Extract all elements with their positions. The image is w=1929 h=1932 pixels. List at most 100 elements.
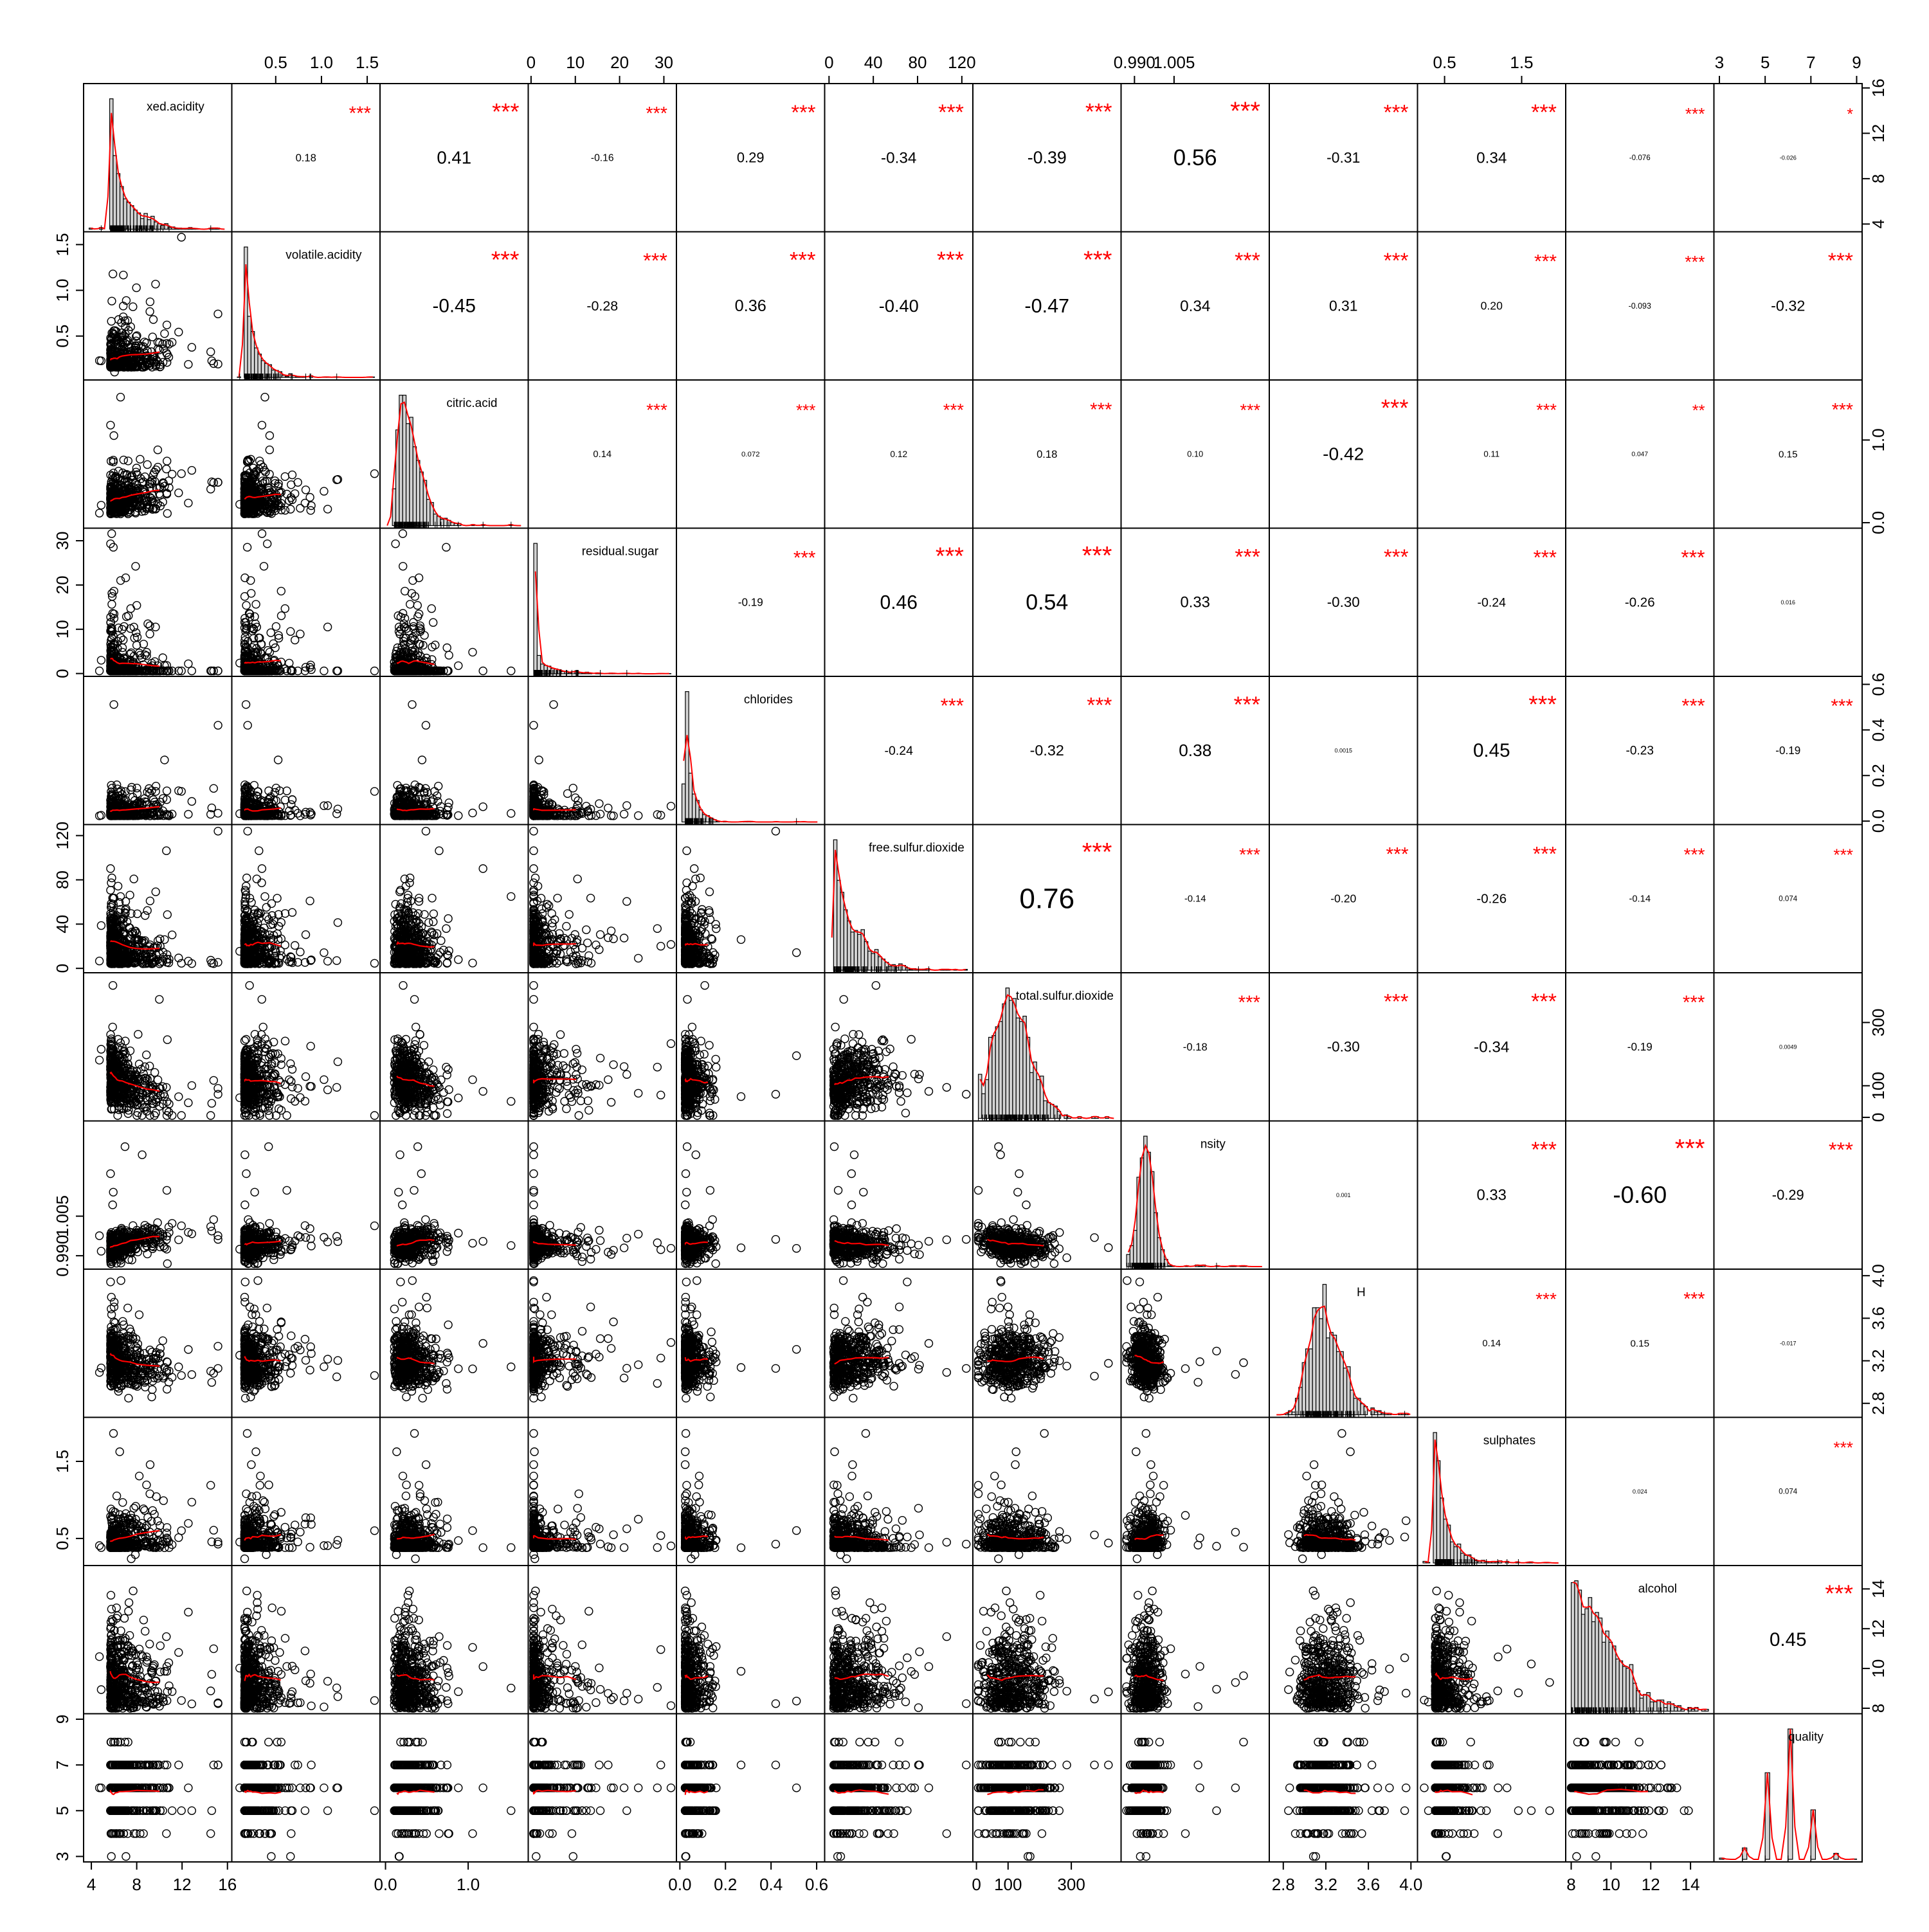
significance-stars: *** bbox=[936, 543, 964, 570]
panel-residual.sugar-citric.acid bbox=[380, 528, 529, 677]
panel-citric.acid-fixed.acidity bbox=[84, 380, 232, 528]
histogram-bar bbox=[116, 174, 120, 230]
significance-stars: *** bbox=[646, 104, 667, 124]
panel-fixed.acidity-residual.sugar: -0.16 *** bbox=[529, 84, 677, 232]
correlation-value: -0.24 bbox=[1478, 595, 1507, 609]
correlation-value: -0.28 bbox=[586, 298, 618, 314]
significance-stars: *** bbox=[1090, 399, 1112, 420]
panel-residual.sugar-density: 0.33 *** bbox=[1121, 528, 1270, 677]
significance-stars: *** bbox=[1384, 101, 1409, 125]
significance-stars: *** bbox=[790, 248, 816, 273]
correlation-value: -0.42 bbox=[1323, 444, 1364, 464]
panel-volatile.acidity-fixed.acidity bbox=[84, 232, 232, 381]
histogram-bar bbox=[406, 424, 410, 526]
panel-fixed.acidity-density: 0.56*** bbox=[1121, 84, 1270, 232]
significance-stars: *** bbox=[1536, 400, 1557, 420]
panel-volatile.acidity-citric.acid: -0.45*** bbox=[380, 232, 529, 381]
panel-fixed.acidity-pH: -0.31 *** bbox=[1269, 84, 1418, 232]
significance-stars: *** bbox=[1685, 104, 1705, 123]
panel-citric.acid-pH: -0.42*** bbox=[1269, 380, 1418, 528]
histogram-bar bbox=[413, 447, 416, 526]
significance-stars: *** bbox=[1085, 99, 1112, 125]
significance-stars: *** bbox=[791, 100, 815, 124]
panel-volatile.acidity-sulphates: 0.20 *** bbox=[1418, 232, 1566, 381]
correlation-value: -0.31 bbox=[1327, 149, 1360, 166]
correlation-value: 0.29 bbox=[737, 150, 765, 166]
panel-fixed.acidity-free.sulfur.dioxide: -0.34*** bbox=[825, 84, 974, 232]
panel-citric.acid-alcohol: 0.047** bbox=[1566, 380, 1714, 528]
correlation-value: -0.40 bbox=[879, 296, 919, 316]
correlation-value: 0.10 bbox=[1187, 449, 1203, 459]
significance-stars: *** bbox=[643, 249, 667, 273]
significance-stars: *** bbox=[1534, 546, 1557, 569]
variable-label: volatile.acidity bbox=[285, 249, 362, 262]
correlation-value: 0.54 bbox=[1026, 590, 1068, 615]
panel-fixed.acidity-chlorides: 0.29 *** bbox=[676, 84, 825, 232]
panel-residual.sugar-free.sulfur.dioxide: 0.46 *** bbox=[825, 528, 974, 677]
panel-volatile.acidity-alcohol: -0.093*** bbox=[1566, 232, 1714, 381]
panel-volatile.acidity-residual.sugar: -0.28 *** bbox=[529, 232, 677, 381]
panel-volatile.acidity-density: 0.34*** bbox=[1121, 232, 1270, 381]
correlation-value: -0.26 bbox=[1625, 595, 1655, 610]
panel-frame bbox=[84, 528, 232, 677]
significance-stars: *** bbox=[943, 400, 964, 420]
correlation-value: 0.31 bbox=[1329, 297, 1358, 314]
histogram-bar bbox=[568, 673, 571, 674]
panel-fixed.acidity-sulphates: 0.34*** bbox=[1418, 84, 1566, 232]
panel-residual.sugar-quality: 0.016 bbox=[1714, 528, 1863, 677]
panel-citric.acid-citric.acid: citric.acid bbox=[380, 380, 529, 528]
correlation-value: 0.20 bbox=[1481, 300, 1503, 312]
panel-citric.acid-free.sulfur.dioxide: 0.12 *** bbox=[825, 380, 974, 528]
panel-volatile.acidity-pH: 0.31*** bbox=[1269, 232, 1418, 381]
correlation-value: 0.15 bbox=[1779, 449, 1798, 460]
correlation-value: -0.16 bbox=[591, 152, 614, 163]
correlation-value: 0.016 bbox=[1780, 599, 1795, 606]
correlation-value: 0.41 bbox=[437, 147, 471, 167]
panel-chlorides-fixed.acidity bbox=[84, 676, 232, 825]
significance-stars: *** bbox=[1832, 400, 1853, 420]
histogram-bar bbox=[168, 228, 171, 230]
histogram-bar bbox=[127, 203, 130, 230]
panel-frame bbox=[380, 528, 529, 677]
panel-citric.acid-total.sulfur.dioxide: 0.18*** bbox=[973, 380, 1121, 528]
significance-stars: *** bbox=[1685, 253, 1705, 272]
significance-stars: *** bbox=[1828, 249, 1853, 273]
histogram-bar bbox=[248, 316, 251, 377]
correlation-value: 0.12 bbox=[890, 449, 907, 459]
correlation-value: -0.39 bbox=[1028, 148, 1067, 167]
histogram-bar bbox=[534, 543, 537, 674]
significance-stars: *** bbox=[1082, 542, 1112, 570]
panel-volatile.acidity-volatile.acidity: volatile.acidity bbox=[232, 232, 381, 381]
correlation-value: 0.33 bbox=[1181, 594, 1210, 611]
panel-fixed.acidity-alcohol: -0.076*** bbox=[1566, 84, 1714, 232]
correlation-value: 0.34 bbox=[1180, 298, 1210, 315]
histogram-bar bbox=[427, 500, 430, 526]
significance-stars: *** bbox=[793, 548, 816, 569]
significance-stars: * bbox=[1847, 106, 1853, 123]
panel-fixed.acidity-quality: -0.026* bbox=[1714, 84, 1863, 232]
correlation-value: -0.47 bbox=[1024, 295, 1069, 317]
correlation-value: 0.46 bbox=[880, 592, 918, 613]
correlation-value: -0.30 bbox=[1327, 594, 1360, 610]
correlation-value: 0.072 bbox=[741, 451, 760, 458]
panel-citric.acid-residual.sugar: 0.14*** bbox=[529, 380, 677, 528]
significance-stars: *** bbox=[1534, 251, 1557, 273]
significance-stars: *** bbox=[938, 100, 964, 125]
significance-stars: ** bbox=[1692, 402, 1705, 420]
correlation-value: 0.34 bbox=[1476, 149, 1507, 167]
correlation-value: 0.36 bbox=[735, 297, 766, 315]
histogram-bar bbox=[420, 472, 423, 525]
panels-layer: xed.acidity0.18***0.41***-0.16***0.29***… bbox=[84, 84, 1862, 1862]
significance-stars: *** bbox=[1230, 97, 1260, 125]
significance-stars: *** bbox=[1384, 545, 1409, 569]
panel-fixed.acidity-fixed.acidity: xed.acidity bbox=[84, 84, 232, 232]
histogram-bar bbox=[120, 186, 123, 229]
panel-volatile.acidity-free.sulfur.dioxide: -0.40*** bbox=[825, 232, 974, 381]
significance-stars: *** bbox=[1235, 545, 1260, 570]
histogram-bar bbox=[403, 395, 406, 526]
correlation-value: -0.19 bbox=[738, 596, 763, 608]
histogram-bar bbox=[123, 199, 127, 229]
significance-stars: *** bbox=[646, 399, 667, 420]
